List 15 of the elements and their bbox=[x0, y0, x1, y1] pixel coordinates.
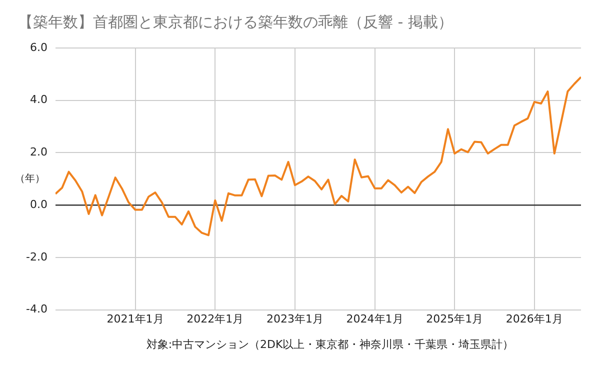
y-tick-label: 4.0 bbox=[30, 93, 48, 106]
y-axis-title: （年） bbox=[15, 172, 45, 184]
text: 対象:中古マンション（2DK以上・東京都・神奈川県・千葉県・埼玉県計） bbox=[146, 338, 514, 351]
chart-title: 【築年数】首都圏と東京都における築年数の乖離（反響 - 掲載） bbox=[18, 12, 453, 31]
x-tick-label: 2024年1月 bbox=[346, 312, 404, 326]
x-tick-label: 2023年1月 bbox=[266, 312, 324, 326]
x-tick-label: 2025年1月 bbox=[426, 312, 484, 326]
x-tick-label: 2022年1月 bbox=[186, 312, 244, 326]
y-tick-label: 0.0 bbox=[30, 198, 48, 211]
y-tick-label: -2.0 bbox=[26, 250, 48, 264]
y-tick-label: 6.0 bbox=[30, 40, 48, 54]
x-tick-label: 2026年1月 bbox=[506, 312, 563, 326]
y-tick-label: -4.0 bbox=[26, 302, 48, 316]
y-tick-label: 2.0 bbox=[30, 146, 48, 159]
x-tick-label: 2021年1月 bbox=[106, 312, 164, 326]
